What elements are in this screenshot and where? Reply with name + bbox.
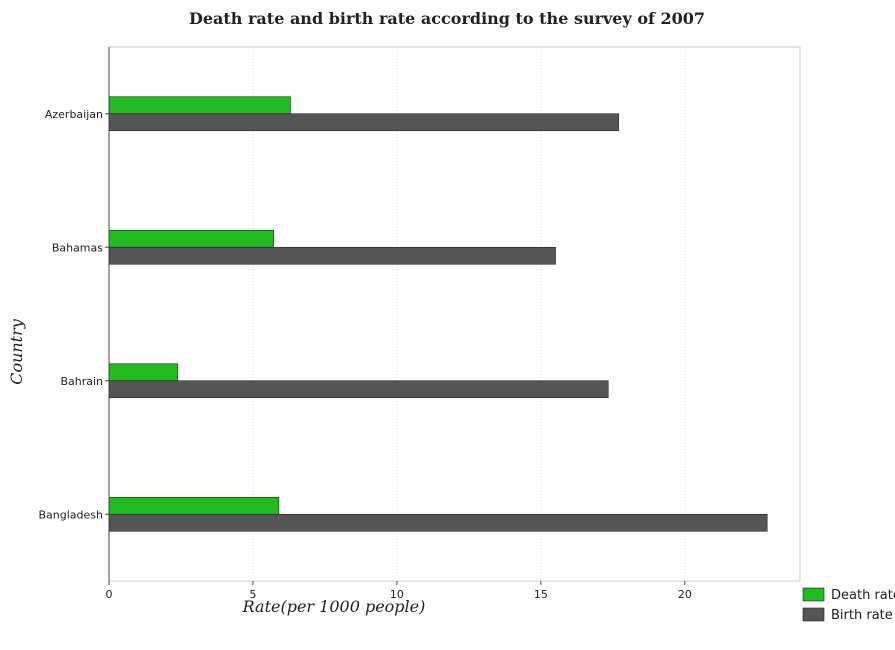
- x-tick-label: 15: [534, 588, 548, 601]
- birth-rate-bar: [108, 380, 609, 399]
- birth-rate-bar: [108, 513, 768, 532]
- y-tick-label: Bahrain: [60, 375, 103, 388]
- death-rate-bar: [108, 496, 280, 515]
- y-axis-title: Country: [7, 318, 26, 385]
- birth-rate-bar: [108, 246, 556, 265]
- y-tick-label: Bangladesh: [39, 508, 104, 521]
- x-tick-label: 10: [390, 588, 404, 601]
- legend: Death rate Birth rate: [802, 587, 895, 623]
- x-tick-label: 5: [249, 588, 256, 601]
- death-rate-bar: [108, 96, 291, 115]
- plot-area: 0 5 10 15 20 Azerbaijan Bahamas Bahrain Banglade…: [39, 46, 801, 601]
- y-tick-label: Bahamas: [52, 241, 103, 254]
- x-tick-label: 0: [106, 588, 113, 601]
- legend-label-birth-rate: Birth rate: [831, 608, 893, 623]
- death-rate-bar: [108, 229, 274, 248]
- legend-swatch-death-rate: [802, 587, 825, 602]
- x-tick-label: 20: [678, 588, 692, 601]
- y-tick-label: Azerbaijan: [45, 108, 103, 121]
- chart-title: Death rate and birth rate according to t…: [189, 9, 705, 28]
- birth-rate-bar: [108, 113, 619, 132]
- legend-swatch-birth-rate: [802, 607, 825, 622]
- x-axis-title: Rate(per 1000 people): [242, 597, 426, 616]
- death-rate-bar: [108, 363, 179, 382]
- legend-label-death-rate: Death rate: [831, 588, 895, 603]
